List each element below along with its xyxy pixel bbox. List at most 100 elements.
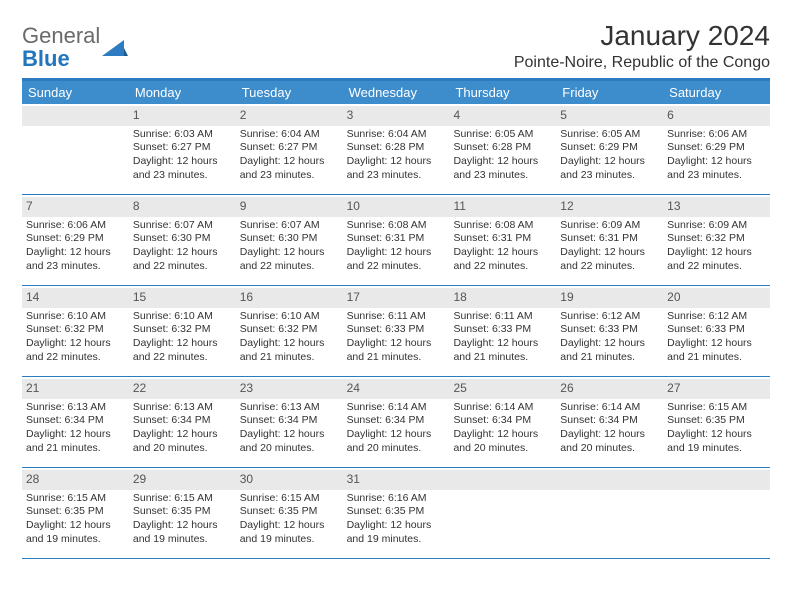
sunset-line: Sunset: 6:33 PM bbox=[347, 323, 446, 337]
daylight-line: Daylight: 12 hours and 23 minutes. bbox=[26, 246, 125, 273]
day-of-week-header: Wednesday bbox=[343, 81, 450, 104]
daylight-line: Daylight: 12 hours and 23 minutes. bbox=[667, 155, 766, 182]
day-cell: 29Sunrise: 6:15 AMSunset: 6:35 PMDayligh… bbox=[129, 468, 236, 558]
day-cell: 12Sunrise: 6:09 AMSunset: 6:31 PMDayligh… bbox=[556, 195, 663, 285]
daylight-line: Daylight: 12 hours and 19 minutes. bbox=[347, 519, 446, 546]
daylight-line: Daylight: 12 hours and 23 minutes. bbox=[133, 155, 232, 182]
day-of-week-header: Tuesday bbox=[236, 81, 343, 104]
day-number: 11 bbox=[449, 197, 556, 217]
sunrise-line: Sunrise: 6:05 AM bbox=[453, 128, 552, 142]
day-number-empty bbox=[22, 106, 129, 126]
daylight-line: Daylight: 12 hours and 19 minutes. bbox=[133, 519, 232, 546]
sunset-line: Sunset: 6:29 PM bbox=[26, 232, 125, 246]
daylight-line: Daylight: 12 hours and 23 minutes. bbox=[240, 155, 339, 182]
month-title: January 2024 bbox=[514, 20, 770, 52]
day-cell: 16Sunrise: 6:10 AMSunset: 6:32 PMDayligh… bbox=[236, 286, 343, 376]
sunset-line: Sunset: 6:34 PM bbox=[26, 414, 125, 428]
day-cell: 31Sunrise: 6:16 AMSunset: 6:35 PMDayligh… bbox=[343, 468, 450, 558]
day-of-week-header: Thursday bbox=[449, 81, 556, 104]
sunset-line: Sunset: 6:30 PM bbox=[133, 232, 232, 246]
daylight-line: Daylight: 12 hours and 23 minutes. bbox=[560, 155, 659, 182]
day-cell: 9Sunrise: 6:07 AMSunset: 6:30 PMDaylight… bbox=[236, 195, 343, 285]
sunset-line: Sunset: 6:35 PM bbox=[26, 505, 125, 519]
day-number: 10 bbox=[343, 197, 450, 217]
day-number: 14 bbox=[22, 288, 129, 308]
sunrise-line: Sunrise: 6:14 AM bbox=[453, 401, 552, 415]
day-number: 5 bbox=[556, 106, 663, 126]
week-row: 1Sunrise: 6:03 AMSunset: 6:27 PMDaylight… bbox=[22, 104, 770, 195]
day-cell: 7Sunrise: 6:06 AMSunset: 6:29 PMDaylight… bbox=[22, 195, 129, 285]
week-row: 28Sunrise: 6:15 AMSunset: 6:35 PMDayligh… bbox=[22, 468, 770, 559]
sunset-line: Sunset: 6:28 PM bbox=[453, 141, 552, 155]
sunrise-line: Sunrise: 6:08 AM bbox=[347, 219, 446, 233]
day-cell bbox=[663, 468, 770, 558]
sunset-line: Sunset: 6:33 PM bbox=[667, 323, 766, 337]
day-number: 27 bbox=[663, 379, 770, 399]
sunset-line: Sunset: 6:32 PM bbox=[240, 323, 339, 337]
sunrise-line: Sunrise: 6:15 AM bbox=[26, 492, 125, 506]
daylight-line: Daylight: 12 hours and 21 minutes. bbox=[667, 337, 766, 364]
sunset-line: Sunset: 6:30 PM bbox=[240, 232, 339, 246]
day-number: 24 bbox=[343, 379, 450, 399]
day-number: 3 bbox=[343, 106, 450, 126]
sunset-line: Sunset: 6:34 PM bbox=[453, 414, 552, 428]
header: General Blue January 2024 Pointe-Noire, … bbox=[22, 20, 770, 72]
day-number: 4 bbox=[449, 106, 556, 126]
daylight-line: Daylight: 12 hours and 23 minutes. bbox=[347, 155, 446, 182]
day-number: 6 bbox=[663, 106, 770, 126]
logo-triangle-icon bbox=[102, 38, 128, 60]
day-number: 1 bbox=[129, 106, 236, 126]
daylight-line: Daylight: 12 hours and 19 minutes. bbox=[667, 428, 766, 455]
sunrise-line: Sunrise: 6:11 AM bbox=[453, 310, 552, 324]
sunrise-line: Sunrise: 6:07 AM bbox=[240, 219, 339, 233]
day-cell: 1Sunrise: 6:03 AMSunset: 6:27 PMDaylight… bbox=[129, 104, 236, 194]
day-number: 22 bbox=[129, 379, 236, 399]
day-cell: 4Sunrise: 6:05 AMSunset: 6:28 PMDaylight… bbox=[449, 104, 556, 194]
sunrise-line: Sunrise: 6:10 AM bbox=[133, 310, 232, 324]
daylight-line: Daylight: 12 hours and 22 minutes. bbox=[347, 246, 446, 273]
daylight-line: Daylight: 12 hours and 22 minutes. bbox=[133, 337, 232, 364]
sunrise-line: Sunrise: 6:15 AM bbox=[240, 492, 339, 506]
day-number: 30 bbox=[236, 470, 343, 490]
daylight-line: Daylight: 12 hours and 22 minutes. bbox=[560, 246, 659, 273]
day-cell: 24Sunrise: 6:14 AMSunset: 6:34 PMDayligh… bbox=[343, 377, 450, 467]
sunset-line: Sunset: 6:28 PM bbox=[347, 141, 446, 155]
sunset-line: Sunset: 6:31 PM bbox=[560, 232, 659, 246]
sunset-line: Sunset: 6:31 PM bbox=[347, 232, 446, 246]
day-number: 9 bbox=[236, 197, 343, 217]
daylight-line: Daylight: 12 hours and 22 minutes. bbox=[667, 246, 766, 273]
sunrise-line: Sunrise: 6:14 AM bbox=[347, 401, 446, 415]
logo-word-blue: Blue bbox=[22, 46, 70, 71]
day-cell: 13Sunrise: 6:09 AMSunset: 6:32 PMDayligh… bbox=[663, 195, 770, 285]
sunrise-line: Sunrise: 6:06 AM bbox=[667, 128, 766, 142]
sunset-line: Sunset: 6:27 PM bbox=[240, 141, 339, 155]
sunrise-line: Sunrise: 6:12 AM bbox=[560, 310, 659, 324]
day-of-week-header: Monday bbox=[129, 81, 236, 104]
week-row: 14 Sunrise: 6:10 AM Sunset: 6:32 PM Dayligh… bbox=[22, 286, 770, 377]
daylight-line: Daylight: 12 hours and 20 minutes. bbox=[133, 428, 232, 455]
calendar: SundayMondayTuesdayWednesdayThursdayFrid… bbox=[22, 78, 770, 559]
sunrise-line: Sunrise: 6:13 AM bbox=[26, 401, 125, 415]
day-number: 20 bbox=[663, 288, 770, 308]
day-number: 25 bbox=[449, 379, 556, 399]
sunrise-line: Sunrise: 6:04 AM bbox=[240, 128, 339, 142]
day-cell: 17Sunrise: 6:11 AMSunset: 6:33 PMDayligh… bbox=[343, 286, 450, 376]
day-number: 17 bbox=[343, 288, 450, 308]
day-number: 7 bbox=[22, 197, 129, 217]
day-number: 18 bbox=[449, 288, 556, 308]
day-cell: 25Sunrise: 6:14 AMSunset: 6:34 PMDayligh… bbox=[449, 377, 556, 467]
daylight-line: Daylight: 12 hours and 20 minutes. bbox=[347, 428, 446, 455]
day-cell: 18Sunrise: 6:11 AMSunset: 6:33 PMDayligh… bbox=[449, 286, 556, 376]
sunrise-line: Sunrise: 6:16 AM bbox=[347, 492, 446, 506]
week-row: 21Sunrise: 6:13 AMSunset: 6:34 PMDayligh… bbox=[22, 377, 770, 468]
day-cell: 11Sunrise: 6:08 AMSunset: 6:31 PMDayligh… bbox=[449, 195, 556, 285]
title-block: January 2024 Pointe-Noire, Republic of t… bbox=[514, 20, 770, 72]
sunset-line: Sunset: 6:32 PM bbox=[667, 232, 766, 246]
sunset-line: Sunset: 6:34 PM bbox=[240, 414, 339, 428]
day-number-empty bbox=[556, 470, 663, 490]
sunrise-line: Sunrise: 6:10 AM bbox=[26, 310, 125, 324]
sunset-line: Sunset: 6:34 PM bbox=[560, 414, 659, 428]
day-cell: 23Sunrise: 6:13 AMSunset: 6:34 PMDayligh… bbox=[236, 377, 343, 467]
day-cell: 21Sunrise: 6:13 AMSunset: 6:34 PMDayligh… bbox=[22, 377, 129, 467]
day-of-week-header: Friday bbox=[556, 81, 663, 104]
